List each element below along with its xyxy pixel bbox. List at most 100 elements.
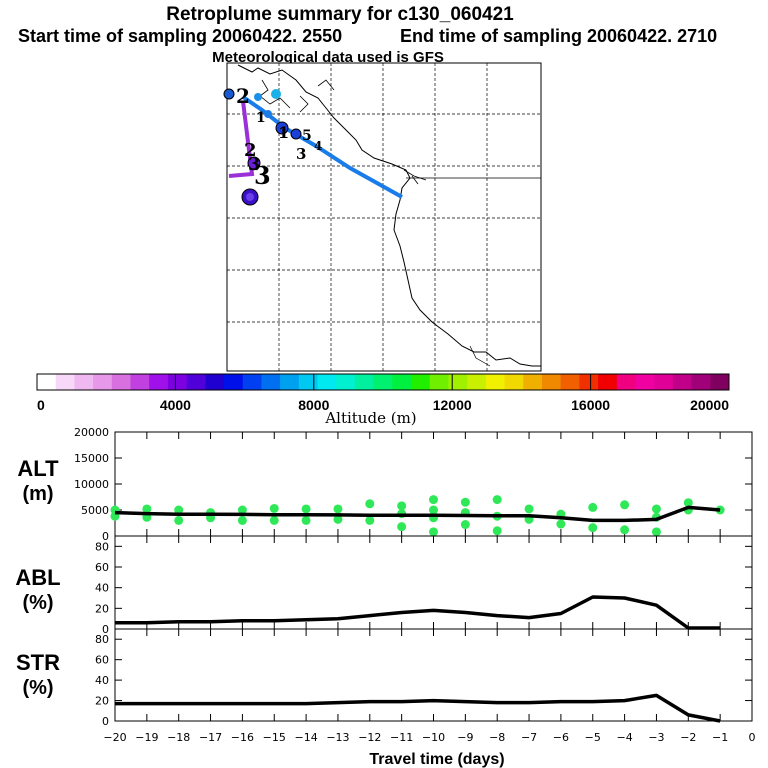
x-tick-label: −20 [103, 731, 126, 744]
coastline-inlet [259, 79, 427, 185]
colorbar-tick-label: 4000 [160, 397, 191, 413]
colorbar-tick-label: 8000 [298, 397, 329, 413]
y-tick-label: 80 [95, 633, 109, 646]
altitude-point [651, 504, 661, 514]
y-tick-label: 60 [95, 561, 109, 574]
x-tick-label: −18 [167, 731, 190, 744]
str-panel-label: STR [16, 650, 60, 675]
start-time-text: Start time of sampling 20060422. 2550 [18, 26, 342, 46]
x-tick-label: −1 [712, 731, 728, 744]
map-day-label: 3 [248, 154, 261, 175]
altitude-point [524, 504, 534, 514]
colorbar-swatch [579, 374, 599, 390]
map-marker [254, 93, 262, 101]
colorbar-swatch [336, 374, 356, 390]
colorbar-tick-label: 16000 [571, 397, 610, 413]
abl-panel: 0 20 40 60 80 [95, 535, 753, 636]
map-day-label: 4 [314, 139, 322, 153]
altitude-point [683, 498, 693, 508]
panel-frame [114, 628, 753, 722]
map-day-label: 3 [254, 161, 271, 190]
x-tick-label: −8 [489, 731, 505, 744]
x-tick-label: −14 [294, 731, 317, 744]
map-marker [264, 110, 272, 118]
x-tick-label: −3 [648, 731, 664, 744]
colorbar-swatch [485, 374, 506, 390]
map-marker [275, 121, 289, 135]
altitude-colorbar: 0 4000 8000 12000 16000 20000 [36, 373, 730, 413]
abl-panel-label: ABL [15, 565, 60, 590]
colorbar-swatch [635, 374, 655, 390]
altitude-point [460, 497, 470, 507]
map-marker [223, 88, 235, 100]
colorbar-tick-label: 0 [37, 397, 45, 413]
altitude-point [429, 527, 438, 537]
colorbar-swatch [130, 374, 150, 390]
colorbar-swatch [448, 374, 468, 390]
colorbar-swatch [186, 374, 206, 390]
colorbar-swatch [205, 374, 225, 390]
y-tick-label: 40 [95, 674, 109, 687]
str-panel-unit: (%) [22, 677, 53, 699]
colorbar-swatch [224, 374, 244, 390]
series-line [115, 595, 721, 630]
map-marker [290, 128, 302, 140]
colorbar-tick-label: 20000 [690, 397, 729, 413]
x-tick-label: −6 [553, 731, 569, 744]
colorbar-swatch [467, 374, 487, 390]
x-tick-label: −16 [231, 731, 254, 744]
map-day-label: 2 [244, 140, 257, 161]
alt-panel-label: ALT [17, 456, 59, 481]
altitude-point [174, 505, 184, 515]
alt-panel: 0 5000 10000 15000 20000 [74, 426, 753, 543]
colorbar-swatch [280, 374, 300, 390]
x-tick-label: −4 [616, 731, 632, 744]
altitude-point [492, 526, 502, 536]
colorbar-swatch [560, 374, 580, 390]
map-day-label: 1 [256, 110, 266, 126]
border-lines [406, 177, 541, 367]
colorbar-swatch [317, 374, 337, 390]
colorbar-tick-label: 12000 [433, 397, 472, 413]
y-tick-label: 15000 [74, 452, 109, 465]
altitude-point [142, 504, 152, 514]
x-tick-label: −13 [326, 731, 349, 744]
altitude-point [174, 515, 184, 525]
x-tick-label: −17 [199, 731, 222, 744]
x-tick-label: −9 [457, 731, 473, 744]
altitude-point [269, 503, 279, 513]
altitude-point [333, 504, 343, 514]
colorbar-swatch [710, 374, 730, 390]
figure-title: Retroplume summary for c130_060421 [166, 4, 514, 25]
map-marker [247, 156, 261, 170]
series-line [114, 505, 721, 523]
colorbar-swatch [598, 374, 618, 390]
colorbar-swatch [411, 374, 431, 390]
altitude-point [237, 505, 247, 515]
altitude-point [588, 523, 598, 533]
x-tick-label: −2 [680, 731, 696, 744]
y-tick-label: 20000 [74, 426, 109, 439]
colorbar-swatch [392, 374, 412, 390]
altitude-point [620, 525, 630, 535]
colorbar-swatch [691, 374, 711, 390]
colorbar-swatch [354, 374, 375, 390]
map-day-label: 5 [302, 128, 312, 144]
altitude-point [429, 505, 438, 515]
x-tick-label: −7 [521, 731, 537, 744]
map-day-label: 2 [236, 84, 250, 108]
y-tick-label: 0 [102, 715, 109, 728]
series-line [115, 693, 721, 723]
y-tick-label: 40 [95, 582, 109, 595]
colorbar-swatch [672, 374, 693, 390]
colorbar-swatch [429, 374, 449, 390]
altitude-point [301, 515, 311, 525]
altitude-point [237, 515, 247, 525]
y-tick-label: 0 [102, 530, 109, 543]
altitude-point [333, 514, 343, 524]
y-tick-label: 20 [95, 695, 109, 708]
panel-frame [114, 535, 753, 630]
